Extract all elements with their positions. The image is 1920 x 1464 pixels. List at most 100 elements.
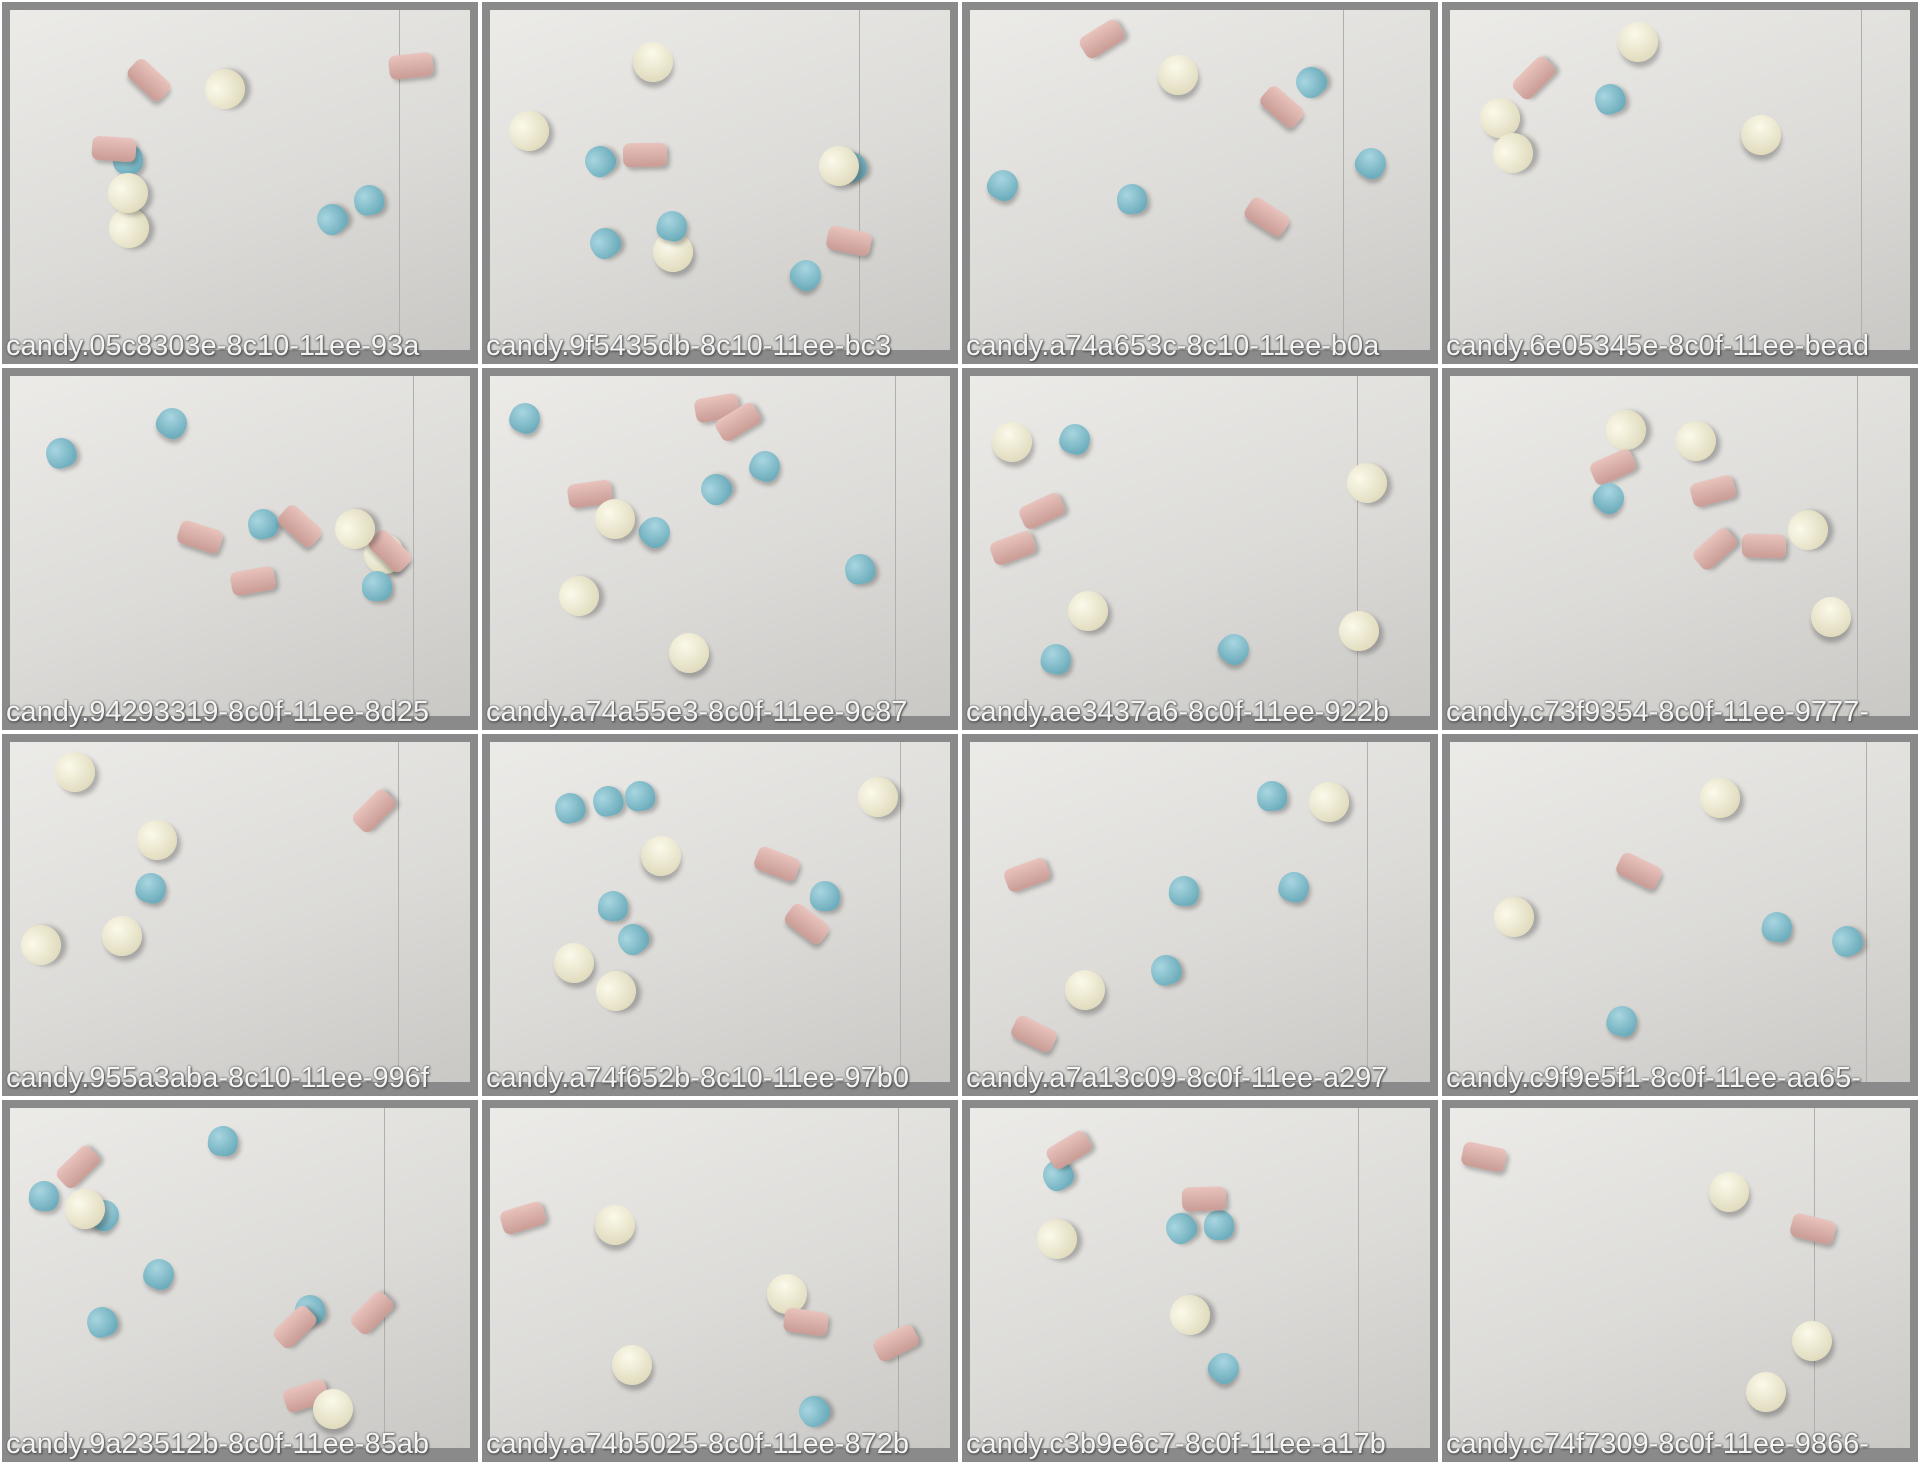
candy xyxy=(1487,891,1541,944)
candy xyxy=(506,398,545,438)
candy xyxy=(245,506,281,542)
candy xyxy=(1350,142,1393,184)
photo xyxy=(490,742,950,1082)
paper-edge xyxy=(1860,10,1862,350)
paper-edge xyxy=(897,1108,899,1448)
candy xyxy=(589,782,627,820)
candy xyxy=(1336,608,1383,654)
candy xyxy=(1587,476,1630,520)
candy xyxy=(206,1124,240,1158)
candy xyxy=(810,880,841,912)
photo xyxy=(970,376,1430,716)
image-cell xyxy=(962,368,1438,730)
paper-edge xyxy=(1342,10,1344,350)
candy xyxy=(1342,459,1391,508)
candy xyxy=(1077,16,1128,61)
candy xyxy=(1055,419,1095,458)
candy xyxy=(694,467,737,511)
image-cell xyxy=(1442,2,1918,364)
candy xyxy=(1827,921,1867,961)
candy xyxy=(1509,54,1558,103)
candy xyxy=(1204,1209,1235,1240)
file-label: candy.a74a653c-8c10-11ee-b0a xyxy=(966,330,1380,362)
candy xyxy=(1181,1186,1227,1213)
file-label: candy.a7a13c09-8c0f-11ee-a297 xyxy=(966,1062,1388,1094)
paper-edge xyxy=(1813,1108,1815,1448)
file-label: candy.c74f7309-8c0f-11ee-9866- xyxy=(1446,1428,1869,1460)
candy xyxy=(1002,856,1053,895)
paper-edge xyxy=(413,376,415,716)
candy xyxy=(579,140,622,183)
candy xyxy=(42,434,80,473)
image-cell xyxy=(962,2,1438,364)
candy xyxy=(632,827,690,884)
paper-edge xyxy=(895,376,897,716)
candy xyxy=(1162,1287,1219,1343)
candy xyxy=(1159,1207,1202,1250)
candy xyxy=(606,1338,659,1391)
candy xyxy=(1242,194,1293,239)
candy xyxy=(745,446,785,486)
candy xyxy=(91,135,137,163)
candy xyxy=(1203,1347,1246,1390)
paper-edge xyxy=(399,10,401,350)
candy xyxy=(1459,1140,1508,1174)
photo xyxy=(490,376,950,716)
candy xyxy=(1780,501,1837,558)
candy xyxy=(1060,965,1111,1016)
photo xyxy=(10,1108,470,1448)
candy xyxy=(1802,589,1859,646)
candy xyxy=(1591,80,1630,119)
candy xyxy=(1689,474,1738,509)
image-cell xyxy=(482,2,958,364)
candy xyxy=(1255,779,1288,813)
candy xyxy=(589,964,642,1017)
candy xyxy=(97,911,147,961)
file-label: candy.955a3aba-8c10-11ee-996f xyxy=(6,1062,429,1094)
candy xyxy=(1115,182,1149,216)
file-label: candy.ae3437a6-8c0f-11ee-922b xyxy=(966,696,1389,728)
candy xyxy=(1038,641,1073,677)
photo xyxy=(10,10,470,350)
candy xyxy=(1289,61,1332,104)
candy xyxy=(124,55,173,104)
candy xyxy=(348,1289,397,1338)
candy xyxy=(1151,48,1205,102)
candy xyxy=(137,819,178,861)
paper-edge xyxy=(1857,376,1859,716)
photo xyxy=(1450,10,1910,350)
candy xyxy=(387,51,434,81)
candy xyxy=(54,751,97,793)
candy xyxy=(1760,910,1795,945)
candy xyxy=(1789,1212,1838,1247)
file-label: candy.05c8303e-8c10-11ee-93a xyxy=(6,330,420,362)
photo xyxy=(970,742,1430,1082)
candy xyxy=(854,772,903,822)
photo xyxy=(10,376,470,716)
candy xyxy=(1672,417,1719,464)
file-label: candy.c73f9354-8c0f-11ee-9777- xyxy=(1446,696,1869,728)
candy xyxy=(785,254,828,297)
candy xyxy=(793,1389,836,1432)
image-cell xyxy=(2,2,478,364)
candy xyxy=(622,778,657,813)
candy xyxy=(351,182,387,218)
photo xyxy=(490,10,950,350)
candy xyxy=(1611,16,1664,69)
candy xyxy=(350,786,399,835)
image-cell xyxy=(1442,1100,1918,1462)
paper-edge xyxy=(1357,376,1359,716)
candy xyxy=(551,568,606,623)
file-label: candy.a74b5025-8c0f-11ee-872b xyxy=(486,1428,909,1460)
image-cell xyxy=(482,368,958,730)
paper-edge xyxy=(1366,742,1368,1082)
candy xyxy=(584,222,626,264)
paper-edge xyxy=(859,10,861,350)
file-label: candy.a74a55e3-8c0f-11ee-9c87 xyxy=(486,696,908,728)
candy xyxy=(229,565,277,597)
candy xyxy=(1067,590,1109,632)
candy xyxy=(597,890,629,922)
candy xyxy=(824,224,873,258)
candy xyxy=(871,1322,922,1364)
